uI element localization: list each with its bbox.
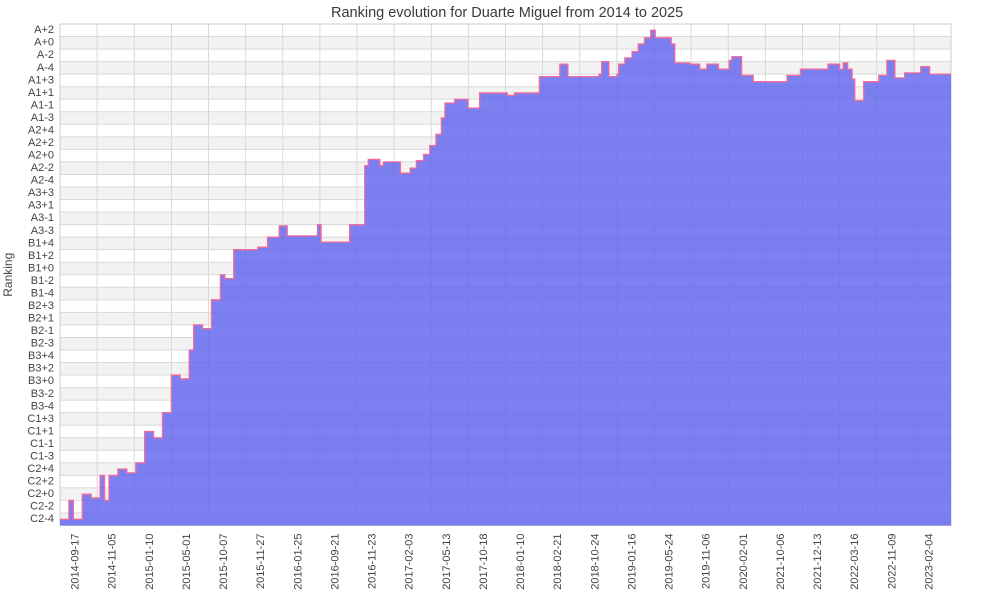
svg-text:A2+4: A2+4 bbox=[28, 124, 54, 136]
svg-text:A-2: A-2 bbox=[37, 49, 54, 61]
svg-text:2015-05-01: 2015-05-01 bbox=[181, 534, 193, 590]
svg-text:A1+1: A1+1 bbox=[28, 87, 54, 99]
svg-text:A3-3: A3-3 bbox=[31, 225, 54, 237]
svg-text:2018-01-10: 2018-01-10 bbox=[515, 534, 527, 590]
svg-text:C2+2: C2+2 bbox=[27, 476, 54, 488]
svg-text:B1+0: B1+0 bbox=[28, 262, 54, 274]
svg-text:C2+4: C2+4 bbox=[27, 463, 54, 475]
svg-text:2017-05-13: 2017-05-13 bbox=[441, 534, 453, 590]
svg-text:2019-05-24: 2019-05-24 bbox=[664, 534, 676, 590]
svg-text:Ranking: Ranking bbox=[1, 253, 15, 297]
svg-text:A1-3: A1-3 bbox=[31, 112, 54, 124]
svg-text:A3+1: A3+1 bbox=[28, 200, 54, 212]
svg-text:A+0: A+0 bbox=[34, 37, 54, 49]
svg-text:2023-02-04: 2023-02-04 bbox=[923, 534, 935, 590]
svg-text:2017-10-18: 2017-10-18 bbox=[478, 534, 490, 590]
svg-text:B3+2: B3+2 bbox=[28, 363, 54, 375]
svg-text:2015-01-10: 2015-01-10 bbox=[144, 534, 156, 590]
svg-text:2014-09-17: 2014-09-17 bbox=[70, 534, 82, 590]
svg-text:2016-09-21: 2016-09-21 bbox=[329, 534, 341, 590]
svg-text:2016-11-23: 2016-11-23 bbox=[367, 534, 379, 589]
svg-text:B3+0: B3+0 bbox=[28, 375, 54, 387]
svg-text:B3-2: B3-2 bbox=[31, 388, 54, 400]
svg-text:2018-10-24: 2018-10-24 bbox=[589, 534, 601, 590]
svg-text:A2+0: A2+0 bbox=[28, 150, 54, 162]
svg-text:2014-11-05: 2014-11-05 bbox=[107, 534, 119, 589]
svg-text:B3+4: B3+4 bbox=[28, 350, 54, 362]
svg-text:2019-11-06: 2019-11-06 bbox=[701, 534, 713, 589]
svg-text:B2-1: B2-1 bbox=[31, 325, 54, 337]
svg-text:B1-2: B1-2 bbox=[31, 275, 54, 287]
svg-text:C2-4: C2-4 bbox=[30, 513, 54, 525]
svg-text:C2-2: C2-2 bbox=[30, 501, 54, 513]
svg-text:A-4: A-4 bbox=[37, 62, 54, 74]
svg-text:B1-4: B1-4 bbox=[31, 287, 54, 299]
svg-text:A3+3: A3+3 bbox=[28, 187, 54, 199]
svg-text:C1-1: C1-1 bbox=[30, 438, 54, 450]
svg-text:B2-3: B2-3 bbox=[31, 338, 54, 350]
svg-text:C1-3: C1-3 bbox=[30, 450, 54, 462]
svg-text:B2+3: B2+3 bbox=[28, 300, 54, 312]
svg-text:C1+1: C1+1 bbox=[27, 425, 54, 437]
svg-text:C1+3: C1+3 bbox=[27, 413, 54, 425]
svg-text:2022-11-09: 2022-11-09 bbox=[886, 534, 898, 589]
svg-text:A3-1: A3-1 bbox=[31, 212, 54, 224]
svg-text:2015-10-07: 2015-10-07 bbox=[218, 534, 230, 590]
svg-text:2021-10-06: 2021-10-06 bbox=[775, 534, 787, 590]
svg-text:2018-02-21: 2018-02-21 bbox=[552, 534, 564, 590]
svg-text:2021-12-13: 2021-12-13 bbox=[812, 534, 824, 590]
svg-text:C2+0: C2+0 bbox=[27, 488, 54, 500]
svg-text:2016-01-25: 2016-01-25 bbox=[292, 534, 304, 590]
svg-text:2022-03-16: 2022-03-16 bbox=[849, 534, 861, 590]
svg-text:2015-11-27: 2015-11-27 bbox=[255, 534, 267, 589]
svg-text:2019-01-16: 2019-01-16 bbox=[626, 534, 638, 590]
svg-text:A2+2: A2+2 bbox=[28, 137, 54, 149]
svg-text:A1+3: A1+3 bbox=[28, 74, 54, 86]
svg-text:A2-2: A2-2 bbox=[31, 162, 54, 174]
svg-text:A+2: A+2 bbox=[34, 24, 54, 36]
svg-text:B1+2: B1+2 bbox=[28, 250, 54, 262]
svg-text:2017-02-03: 2017-02-03 bbox=[404, 534, 416, 590]
svg-text:B2+1: B2+1 bbox=[28, 313, 54, 325]
svg-text:B1+4: B1+4 bbox=[28, 237, 54, 249]
svg-text:B3-4: B3-4 bbox=[31, 400, 54, 412]
svg-text:A2-4: A2-4 bbox=[31, 175, 54, 187]
svg-text:2020-02-01: 2020-02-01 bbox=[738, 534, 750, 590]
svg-text:A1-1: A1-1 bbox=[31, 99, 54, 111]
